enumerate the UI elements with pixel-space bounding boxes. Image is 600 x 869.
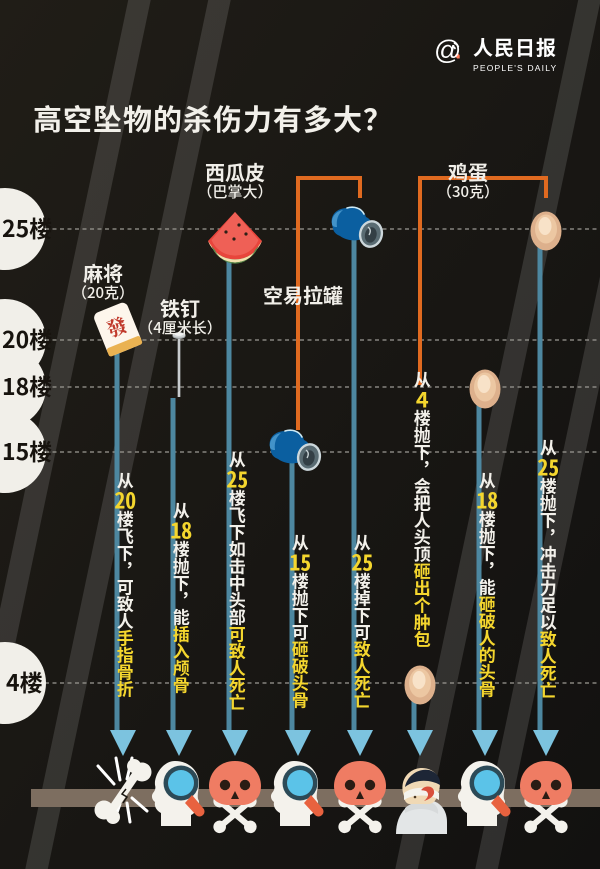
svg-text:15楼: 15楼 — [2, 433, 52, 467]
svg-text:20楼: 20楼 — [2, 321, 52, 355]
svg-text:18楼: 18楼 — [2, 368, 52, 402]
svg-text:25楼: 25楼 — [2, 210, 52, 244]
svg-text:4楼: 4楼 — [6, 664, 43, 698]
